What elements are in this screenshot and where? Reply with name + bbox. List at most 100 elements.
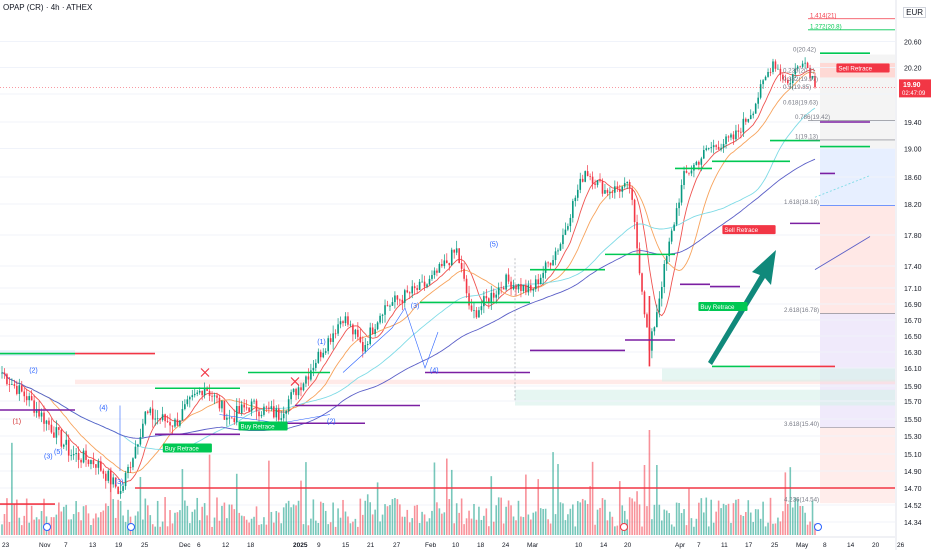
volume-bar <box>762 501 764 535</box>
volume-bar <box>678 502 680 535</box>
candle-body <box>70 455 72 457</box>
candle-body <box>154 418 157 420</box>
candle-body <box>767 71 769 77</box>
volume-bar <box>660 520 663 535</box>
candle-body <box>149 408 152 413</box>
candle-body <box>245 407 248 409</box>
candle-body <box>156 418 159 420</box>
candle-body <box>332 333 334 342</box>
volume-bar <box>33 519 35 535</box>
volume-bar <box>273 522 275 535</box>
candle-body <box>206 388 208 391</box>
volume-bar <box>196 497 199 535</box>
volume-bar <box>280 523 283 535</box>
target-zone-red-2 <box>820 427 895 504</box>
candle-body <box>203 388 206 396</box>
cross-marker <box>200 368 210 377</box>
candle-body <box>455 248 458 253</box>
candle-body <box>104 473 107 481</box>
volume-bar <box>1 524 3 535</box>
candle-body <box>564 229 567 235</box>
candle-body <box>725 136 727 144</box>
volume-bar <box>401 516 404 535</box>
volume-bar <box>144 498 147 535</box>
candle-body <box>623 183 626 187</box>
volume-bar <box>408 522 411 535</box>
time-axis-tick: 14 <box>600 542 608 549</box>
volume-bar <box>633 501 636 535</box>
candle-body <box>705 148 708 151</box>
volume-bar <box>505 506 507 535</box>
volume-bar <box>784 472 787 535</box>
volume-bar <box>213 517 216 535</box>
volume-bar <box>801 506 804 535</box>
candle-body <box>171 425 174 427</box>
candle-body <box>646 314 648 328</box>
candle-body <box>35 409 38 413</box>
volume-bar <box>124 521 127 535</box>
fib-label: 2.618(16.78) <box>784 307 819 314</box>
volume-bar <box>473 503 475 535</box>
volume-bar <box>28 522 30 535</box>
volume-bar <box>25 498 28 535</box>
candle-body <box>626 182 628 184</box>
wave-label: (5) <box>54 449 63 456</box>
candle-body <box>638 248 641 274</box>
volume-bar <box>475 519 478 535</box>
candle-body <box>273 406 275 418</box>
candle-body <box>53 432 55 438</box>
volume-bar <box>161 521 164 535</box>
candle-body <box>231 417 233 419</box>
volume-bar <box>700 498 703 535</box>
candle-body <box>804 62 806 64</box>
volume-bar <box>164 497 166 535</box>
candle-body <box>559 244 562 251</box>
volume-bar <box>727 503 730 535</box>
candle-body <box>591 176 594 184</box>
candle-body <box>260 414 263 417</box>
candle-body <box>211 395 213 397</box>
candle-body <box>151 408 154 420</box>
time-axis-tick: 18 <box>247 542 255 549</box>
volume-bar <box>557 464 559 535</box>
volume-bar <box>658 504 661 535</box>
candle-body <box>8 384 11 385</box>
volume-bar <box>604 499 606 535</box>
time-axis-tick: 9 <box>317 542 321 549</box>
volume-bar <box>218 520 221 535</box>
wave-label: (3) <box>115 479 124 486</box>
candle-body <box>599 180 601 182</box>
candle-body <box>702 150 705 159</box>
volume-bar <box>82 506 85 535</box>
currency-label[interactable]: EUR <box>903 7 926 18</box>
candle-body <box>137 444 139 447</box>
candle-body <box>82 450 85 463</box>
volume-bar <box>371 514 374 535</box>
time-axis-tick: Nov <box>39 542 51 549</box>
volume-bar <box>394 497 396 535</box>
volume-bar <box>287 500 290 535</box>
candle-body <box>408 292 411 294</box>
volume-bar <box>366 494 369 535</box>
volume-bar <box>151 524 154 535</box>
candle-body <box>391 302 394 306</box>
candle-body <box>189 397 191 400</box>
candle-body <box>589 176 591 177</box>
volume-bar <box>275 511 278 535</box>
volume-bar <box>651 519 653 535</box>
volume-bar <box>53 517 55 535</box>
volume-bar <box>379 521 381 535</box>
volume-bar <box>75 501 77 535</box>
candle-body <box>179 420 181 426</box>
candle-body <box>507 274 510 282</box>
ma-fast-line <box>1 68 816 484</box>
volume-bar <box>428 518 431 535</box>
volume-bar <box>114 517 117 535</box>
volume-bar <box>510 505 512 535</box>
candle-body <box>258 411 260 417</box>
candle-body <box>653 327 656 332</box>
fib-label: 1.272(20.8) <box>810 23 842 30</box>
volume-bar <box>206 515 208 535</box>
volume-bar <box>18 517 21 535</box>
